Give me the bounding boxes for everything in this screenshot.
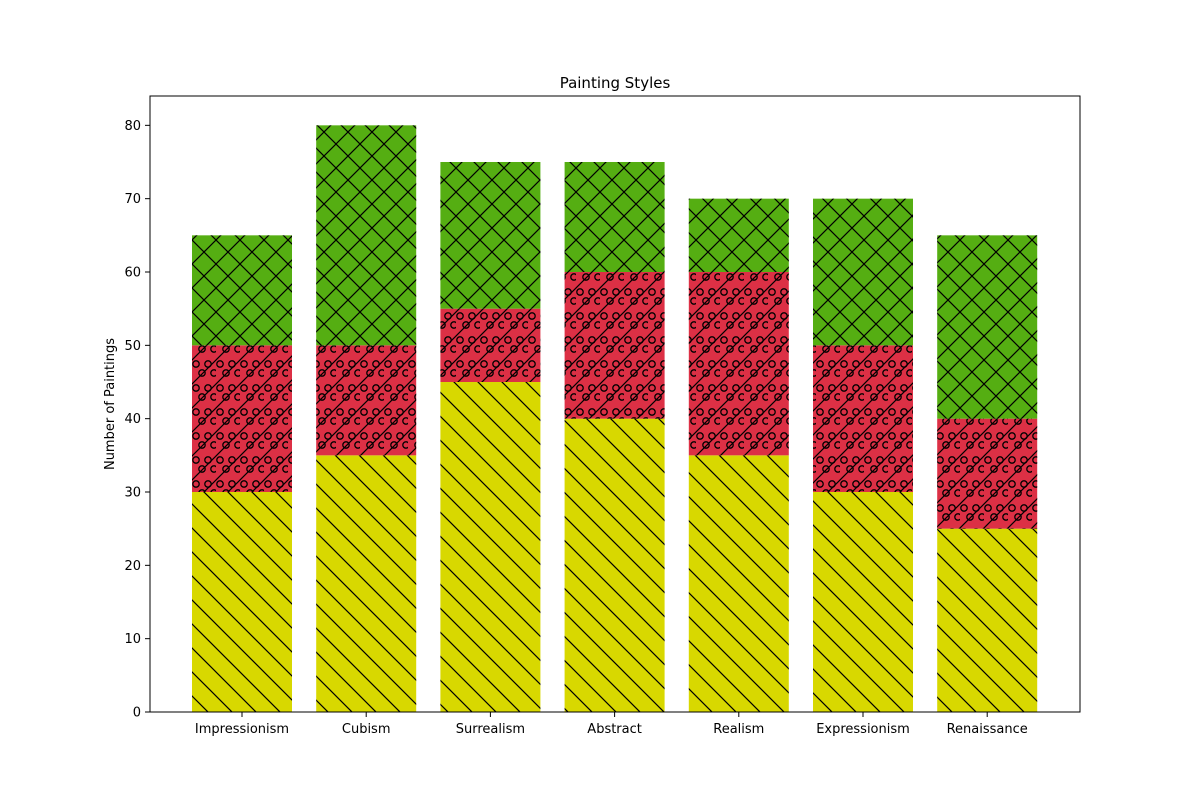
x-axis: Impressionism Cubism Surrealism Abstract Rea… bbox=[195, 712, 1028, 737]
chart-title: Painting Styles bbox=[560, 74, 671, 92]
bar-segment-hatch bbox=[564, 162, 665, 272]
bar-segment-hatch bbox=[192, 345, 292, 492]
bar-segment-hatch bbox=[440, 162, 541, 309]
bar-segment-hatch bbox=[316, 455, 417, 712]
y-tick-label: 30 bbox=[124, 486, 141, 501]
bar-segment-hatch bbox=[688, 272, 789, 456]
bar-segment-hatch bbox=[937, 235, 1038, 419]
y-tick-label: 50 bbox=[124, 339, 141, 354]
bar-segment-hatch bbox=[813, 345, 913, 492]
x-tick-label: Abstract bbox=[587, 722, 642, 737]
bar-segment-hatch bbox=[564, 272, 665, 419]
bar-segment-hatch bbox=[688, 455, 789, 712]
x-tick-label: Realism bbox=[713, 722, 764, 737]
bar-segment-hatch bbox=[440, 308, 541, 382]
y-axis-label: Number of Paintings bbox=[103, 338, 118, 470]
bar-segment-hatch bbox=[564, 418, 665, 712]
y-tick-label: 0 bbox=[133, 706, 141, 721]
y-tick-label: 10 bbox=[124, 632, 141, 647]
bar-segment-hatch bbox=[440, 382, 541, 712]
y-tick-label: 40 bbox=[124, 412, 141, 427]
bar-segment-hatch bbox=[316, 125, 417, 346]
y-tick-label: 60 bbox=[124, 266, 141, 281]
x-tick-label: Expressionism bbox=[816, 722, 910, 737]
y-tick-label: 80 bbox=[124, 119, 141, 134]
y-axis: 0 10 20 30 40 50 60 70 80 bbox=[124, 119, 150, 721]
bar-segment-hatch bbox=[937, 528, 1038, 712]
bar-segment-hatch bbox=[813, 492, 913, 712]
bar-segment-hatch bbox=[192, 492, 292, 712]
bars-layer bbox=[192, 125, 1038, 712]
bar-segment-hatch bbox=[316, 345, 417, 456]
x-tick-label: Renaissance bbox=[947, 722, 1028, 737]
x-tick-label: Cubism bbox=[342, 722, 391, 737]
y-tick-label: 20 bbox=[124, 559, 141, 574]
bar-segment-hatch bbox=[688, 198, 789, 272]
bar-segment-hatch bbox=[192, 235, 292, 346]
y-tick-label: 70 bbox=[124, 192, 141, 207]
bar-segment-hatch bbox=[937, 418, 1038, 529]
x-tick-label: Surrealism bbox=[456, 722, 525, 737]
x-tick-label: Impressionism bbox=[195, 722, 289, 737]
bar-segment-hatch bbox=[813, 198, 913, 346]
